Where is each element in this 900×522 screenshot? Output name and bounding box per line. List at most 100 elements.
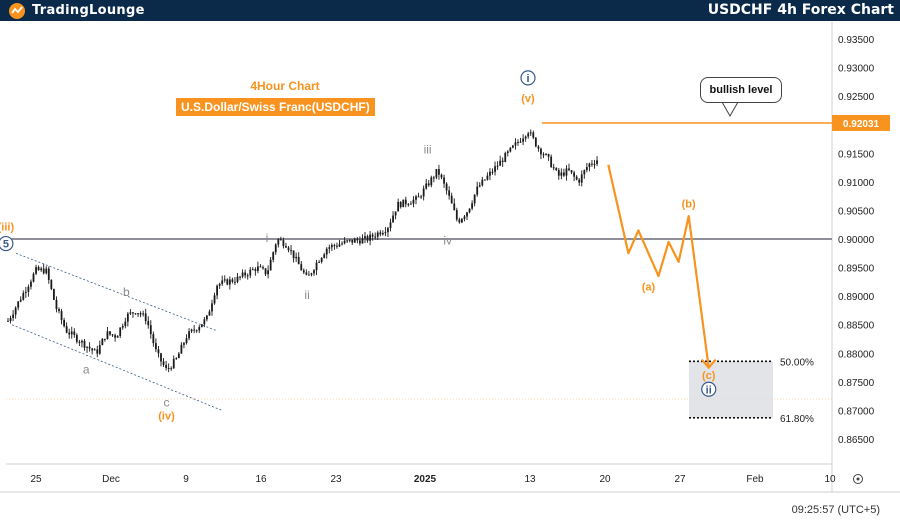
candle-body	[172, 358, 175, 369]
wave-label-circle	[701, 381, 717, 397]
candle-body	[399, 201, 402, 208]
candle-body	[213, 295, 216, 304]
candle-body	[32, 273, 35, 282]
candle-body	[30, 281, 32, 287]
candle-body	[504, 153, 507, 162]
candle-body	[126, 313, 129, 322]
candle-body	[221, 280, 224, 284]
candle-body	[333, 245, 336, 247]
candle-body	[308, 274, 310, 276]
y-tick-label: 0.88500	[838, 321, 875, 332]
candle-body	[478, 185, 481, 187]
candle-body	[45, 268, 48, 274]
bullish-price-label: 0.92031	[843, 119, 880, 130]
candle-body	[305, 272, 308, 275]
bullish-callout-pointer	[721, 101, 739, 118]
candle-body	[124, 321, 127, 327]
candle-body	[14, 307, 17, 315]
candle-body	[568, 168, 570, 171]
candle-body	[144, 313, 147, 321]
candle-body	[185, 338, 188, 343]
candle-body	[175, 358, 178, 360]
candle-body	[290, 250, 292, 252]
candle-body	[137, 313, 139, 315]
candle-body	[83, 340, 86, 348]
candle-body	[404, 199, 407, 205]
y-tick-label: 0.93000	[838, 64, 875, 75]
candle-body	[522, 138, 524, 142]
candle-body	[392, 215, 394, 223]
candle-body	[320, 257, 323, 262]
wave-label-circle	[0, 235, 14, 252]
candle-body	[91, 348, 94, 351]
candle-body	[24, 291, 27, 293]
wave-label: a	[83, 362, 90, 376]
page-title: USDCHF 4h Forex Chart	[707, 2, 894, 18]
candle-body	[254, 269, 257, 271]
candle-body	[420, 196, 422, 198]
candle-body	[371, 234, 374, 237]
candle-body	[509, 147, 512, 152]
candle-body	[596, 160, 598, 164]
candle-body	[407, 204, 410, 206]
candle-body	[486, 175, 489, 180]
chart-subtitle: 4Hour Chart	[250, 79, 320, 93]
y-tick-label: 0.92500	[838, 92, 875, 103]
candle-body	[540, 148, 542, 155]
candle-body	[180, 344, 183, 354]
candle-body	[129, 312, 132, 314]
candle-body	[588, 163, 591, 168]
fib-50-label: 50.00%	[780, 357, 814, 368]
x-tick-label: 16	[255, 474, 267, 485]
candle-body	[121, 326, 124, 328]
candle-body	[481, 179, 484, 186]
candle-body	[101, 338, 104, 346]
candle-body	[315, 262, 318, 271]
candle-body	[397, 201, 400, 212]
candle-body	[157, 349, 160, 354]
candle-body	[167, 367, 170, 369]
x-tick-label: 2025	[414, 474, 437, 485]
candle-body	[68, 332, 71, 335]
candle-body	[262, 267, 264, 269]
candle-body	[257, 266, 259, 271]
brand[interactable]: TradingLounge	[8, 0, 145, 21]
x-tick-label: 10	[824, 474, 836, 485]
candle-body	[458, 219, 461, 223]
candle-body	[244, 272, 247, 276]
candle-body	[435, 169, 438, 178]
candle-body	[98, 345, 101, 354]
candle-body	[545, 154, 547, 156]
candle-body	[17, 301, 20, 308]
candle-body	[443, 177, 445, 184]
candle-body	[282, 240, 285, 247]
candle-body	[537, 146, 540, 149]
wave-label-circle	[520, 70, 536, 86]
candle-body	[58, 309, 60, 312]
candle-body	[534, 137, 537, 147]
candle-body	[532, 132, 535, 138]
candle-body	[570, 170, 573, 173]
candle-body	[75, 334, 78, 342]
candle-body	[246, 275, 249, 277]
brand-name: TradingLounge	[32, 3, 145, 18]
candle-body	[555, 168, 558, 171]
channel-upper-line	[15, 252, 217, 331]
candle-body	[499, 160, 502, 166]
wave-label: b	[123, 285, 130, 299]
candle-body	[114, 335, 116, 338]
y-tick-label: 0.88000	[838, 349, 875, 360]
x-tick-label: 27	[674, 474, 686, 485]
candle-body	[65, 326, 68, 333]
candle-body	[147, 320, 150, 326]
candle-body	[190, 329, 193, 332]
candle-body	[376, 232, 379, 237]
y-tick-label: 0.93500	[838, 35, 875, 46]
candle-body	[249, 269, 252, 276]
candle-body	[116, 335, 119, 338]
candle-body	[461, 218, 463, 223]
candle-body	[494, 166, 496, 172]
candle-body	[223, 279, 226, 281]
candle-body	[514, 142, 517, 146]
